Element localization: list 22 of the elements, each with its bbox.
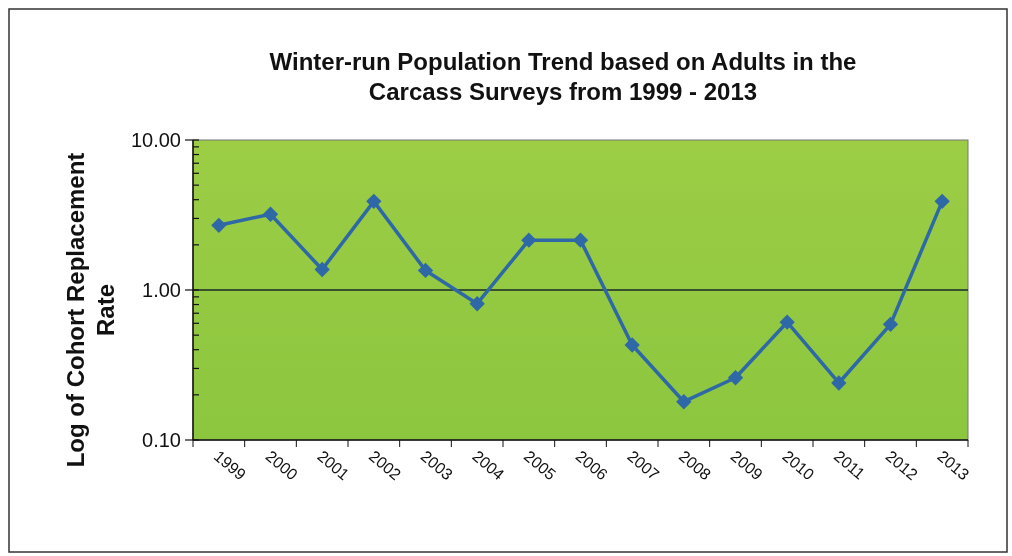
x-tick-label: 2007 <box>624 447 663 484</box>
point <box>417 262 434 279</box>
y-tick-label: 10.00 <box>130 129 181 151</box>
point <box>727 370 744 386</box>
point <box>779 314 795 330</box>
chart-title: Winter-run Population Trend based on Adults in the Carcass Surveys from 1999 - 2013 <box>269 48 857 105</box>
point <box>521 232 537 248</box>
y-tick-label: 1.00 <box>142 279 181 301</box>
point <box>211 217 227 233</box>
point <box>934 193 950 210</box>
point <box>262 206 279 222</box>
point <box>831 375 847 391</box>
point <box>676 394 692 410</box>
y-tick-label: 0.10 <box>142 429 181 451</box>
point <box>314 261 330 278</box>
y-axis-title: Log of Cohort Replacement Rate <box>62 152 119 468</box>
point <box>882 316 899 333</box>
point <box>624 337 640 353</box>
x-tick-label: 1999 <box>210 447 250 484</box>
point <box>469 296 485 312</box>
point <box>366 193 382 210</box>
point <box>572 232 589 248</box>
